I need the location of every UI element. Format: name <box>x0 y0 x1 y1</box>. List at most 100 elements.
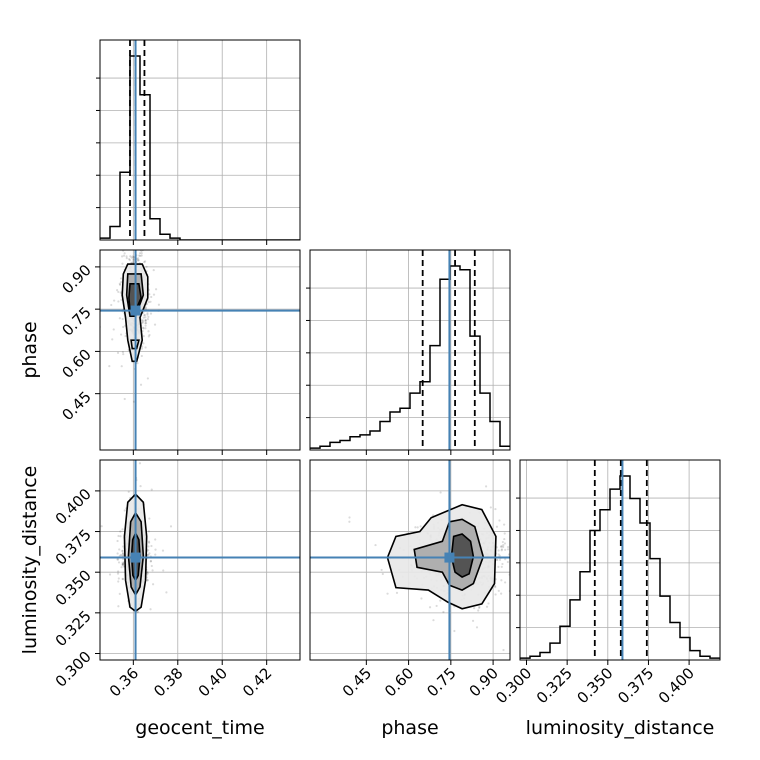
sample-point <box>435 604 438 608</box>
sample-point <box>150 488 153 491</box>
sample-point <box>116 552 119 555</box>
sample-point <box>348 520 351 523</box>
panel-geocent_time-geocent_time <box>96 39 301 245</box>
truth-marker <box>444 552 455 563</box>
sample-point <box>501 540 504 544</box>
sample-point <box>157 211 159 213</box>
sample-point <box>414 526 417 529</box>
sample-point <box>127 490 130 493</box>
x-tick-label: 0.40 <box>195 664 231 700</box>
sample-point <box>169 525 173 528</box>
truth-marker <box>130 305 141 316</box>
sample-point <box>142 316 145 319</box>
sample-point <box>118 283 122 286</box>
sample-point <box>120 365 123 368</box>
sample-point <box>147 540 151 543</box>
sample-point <box>146 573 149 576</box>
sample-point <box>116 558 120 561</box>
sample-point <box>416 526 419 529</box>
sample-point <box>149 608 152 611</box>
sample-point <box>136 258 139 261</box>
sample-point <box>475 626 479 629</box>
sample-point <box>143 261 146 264</box>
sample-point <box>532 559 534 561</box>
sample-point <box>477 609 480 612</box>
sample-point <box>132 246 134 248</box>
sample-point <box>144 319 147 322</box>
sample-point <box>117 561 121 564</box>
sample-point <box>143 260 147 263</box>
sample-point <box>119 291 122 294</box>
sample-point <box>143 314 146 317</box>
sample-point <box>144 322 147 325</box>
sample-point <box>512 531 514 533</box>
sample-point <box>121 577 124 580</box>
sample-point <box>503 542 507 545</box>
sample-point <box>478 606 481 609</box>
sample-point <box>517 507 519 509</box>
x-tick-label: 0.75 <box>423 664 459 700</box>
sample-point <box>148 333 151 337</box>
sample-point <box>146 313 149 316</box>
sample-point <box>140 241 142 243</box>
sample-point <box>113 299 116 302</box>
sample-point <box>513 568 515 570</box>
sample-point <box>121 561 124 564</box>
sample-point <box>439 599 442 602</box>
sample-point <box>121 262 124 265</box>
sample-point <box>121 351 125 354</box>
sample-point <box>150 295 153 299</box>
sample-point <box>487 602 490 605</box>
sample-point <box>501 562 504 566</box>
sample-point <box>144 318 147 322</box>
sample-point <box>137 259 140 262</box>
sample-point <box>122 563 125 566</box>
sample-point <box>161 549 165 552</box>
sample-point <box>144 327 147 330</box>
sample-point <box>144 247 146 249</box>
sample-point <box>489 506 492 509</box>
sample-point <box>117 300 120 303</box>
sample-point <box>506 545 510 549</box>
sample-point <box>516 550 518 552</box>
sample-point <box>118 592 121 595</box>
sample-point <box>420 597 423 600</box>
sample-point <box>428 606 432 609</box>
sample-point <box>118 548 121 551</box>
sample-point <box>117 534 120 538</box>
sample-point <box>545 532 547 534</box>
sample-point <box>495 558 498 561</box>
y-tick-label: 0.60 <box>58 346 94 382</box>
sample-point <box>144 346 147 349</box>
x-tick-label: 0.350 <box>574 664 617 707</box>
sample-point <box>502 648 505 652</box>
sample-point <box>116 558 119 561</box>
x-tick-label: 0.45 <box>339 664 375 700</box>
sample-point <box>512 544 514 546</box>
sample-point <box>137 230 139 232</box>
sample-point <box>119 535 122 538</box>
truth-marker <box>130 552 141 563</box>
sample-point <box>146 579 149 582</box>
x-tick-label: 0.36 <box>106 664 142 700</box>
sample-point <box>150 544 153 548</box>
sample-point <box>521 531 523 533</box>
sample-point <box>123 252 126 255</box>
sample-point <box>498 558 502 561</box>
sample-point <box>138 247 140 249</box>
sample-point <box>119 553 122 557</box>
sample-point <box>348 516 351 519</box>
sample-point <box>141 320 144 323</box>
sample-point <box>142 327 145 330</box>
sample-point <box>146 572 149 575</box>
sample-point <box>497 589 500 592</box>
sample-point <box>497 553 500 556</box>
sample-point <box>500 545 503 548</box>
sample-point <box>517 553 519 555</box>
sample-point <box>128 257 131 261</box>
sample-point <box>146 579 149 582</box>
sample-point <box>112 328 115 331</box>
sample-point <box>506 548 510 551</box>
sample-point <box>118 282 121 285</box>
sample-point <box>497 565 500 568</box>
